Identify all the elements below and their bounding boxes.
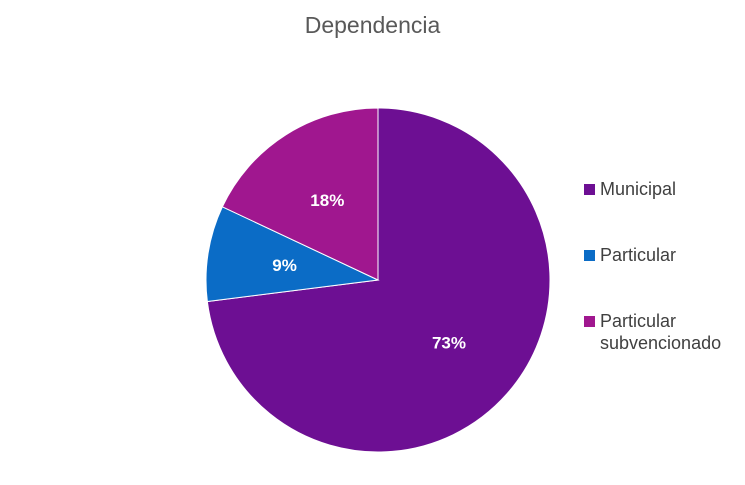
pie-data-labels: 73% 9% 18%	[272, 191, 466, 352]
pie-slice-particular	[205, 206, 380, 303]
legend-label-particular-subvencionado: Particular subvencionado	[600, 311, 722, 353]
pie-slice-particular-subvencionado	[221, 107, 379, 281]
legend-swatch-particular	[584, 250, 595, 261]
legend-item-municipal: Municipal	[584, 178, 744, 200]
legend-swatch-municipal	[584, 184, 595, 195]
legend-label-particular: Particular	[600, 245, 677, 265]
legend-item-particular: Particular	[584, 244, 744, 266]
data-label-municipal: 73%	[432, 334, 466, 353]
legend-item-particular-subvencionado: Particular subvencionado	[584, 310, 744, 354]
data-label-particular-subvencionado: 18%	[310, 191, 344, 210]
chart-title: Dependencia	[304, 12, 441, 38]
data-label-particular: 9%	[272, 256, 297, 275]
legend-label-municipal: Municipal	[600, 179, 677, 199]
legend-swatch-particular-subvencionado	[584, 316, 595, 327]
pie-slices	[205, 107, 551, 453]
